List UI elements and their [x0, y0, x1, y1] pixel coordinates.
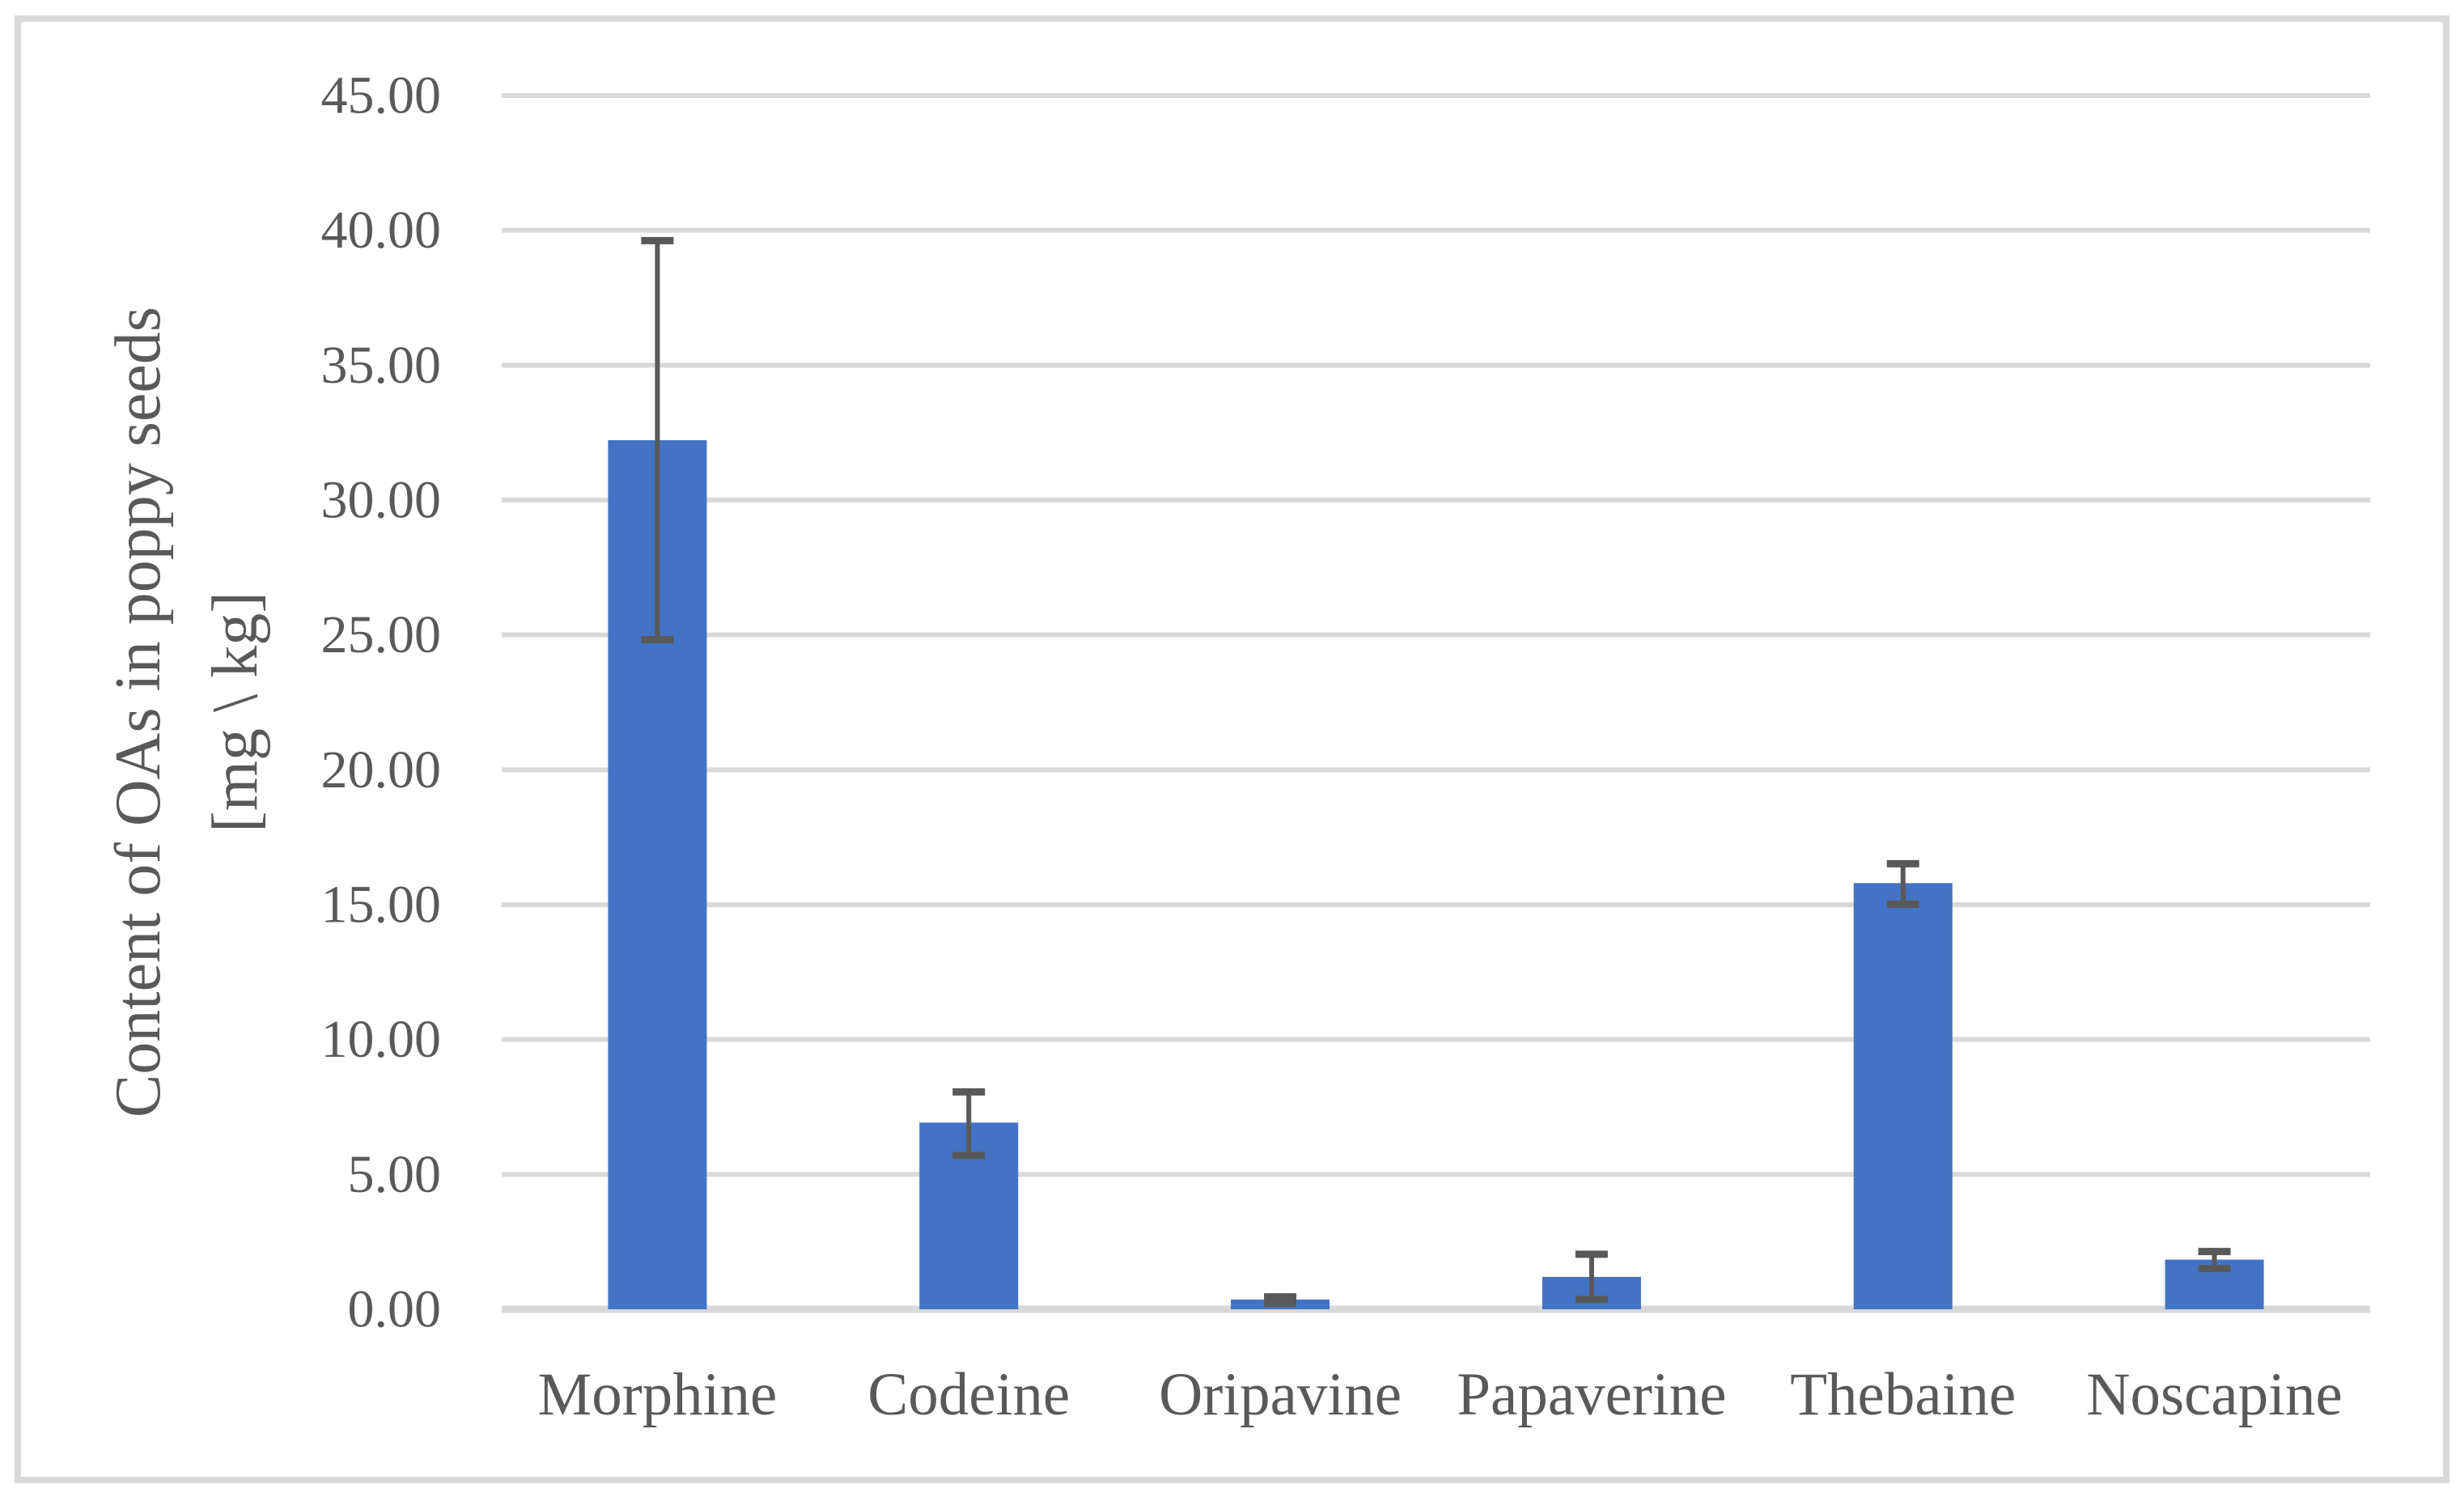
bar-thebaine — [1853, 883, 1953, 1309]
y-tick-label: 35.00 — [321, 336, 442, 395]
bar-series — [608, 440, 2264, 1309]
y-tick-label: 0.00 — [348, 1280, 442, 1339]
category-label-morphine: Morphine — [538, 1361, 778, 1428]
x-axis-category-labels: Morphine Codeine Oripavine Papaverine Thebai… — [538, 1361, 2343, 1428]
category-label-papaverine: Papaverine — [1457, 1361, 1726, 1428]
y-tick-label: 45.00 — [321, 66, 442, 125]
y-tick-label: 40.00 — [321, 201, 442, 260]
category-label-oripavine: Oripavine — [1159, 1361, 1402, 1428]
category-label-thebaine: Thebaine — [1790, 1361, 2016, 1428]
y-tick-label: 10.00 — [321, 1010, 442, 1069]
category-label-noscapine: Noscapine — [2086, 1361, 2343, 1428]
y-axis-title-line2: [mg \ kg] — [200, 592, 271, 833]
error-bar-papaverine — [1575, 1250, 1608, 1304]
category-label-codeine: Codeine — [867, 1361, 1070, 1428]
error-bar-morphine — [641, 236, 674, 644]
y-tick-label: 15.00 — [321, 876, 442, 935]
error-bars — [641, 236, 2231, 1308]
error-bar-thebaine — [1886, 859, 1919, 908]
y-tick-label: 5.00 — [348, 1145, 442, 1204]
y-tick-label: 20.00 — [321, 740, 442, 799]
gridlines — [502, 93, 2370, 1313]
y-axis-title-line1: Content of OAs in poppy seeds — [103, 307, 174, 1117]
y-tick-label: 25.00 — [321, 605, 442, 664]
error-bar-noscapine — [2198, 1248, 2231, 1273]
error-bar-oripavine — [1264, 1293, 1297, 1308]
y-axis-tick-labels: 0.00 5.00 10.00 15.00 20.00 25.00 30.00 35.00 40… — [321, 66, 442, 1339]
chart-outer-border — [15, 15, 2449, 1483]
y-tick-label: 30.00 — [321, 471, 442, 530]
error-bar-codeine — [952, 1088, 986, 1160]
